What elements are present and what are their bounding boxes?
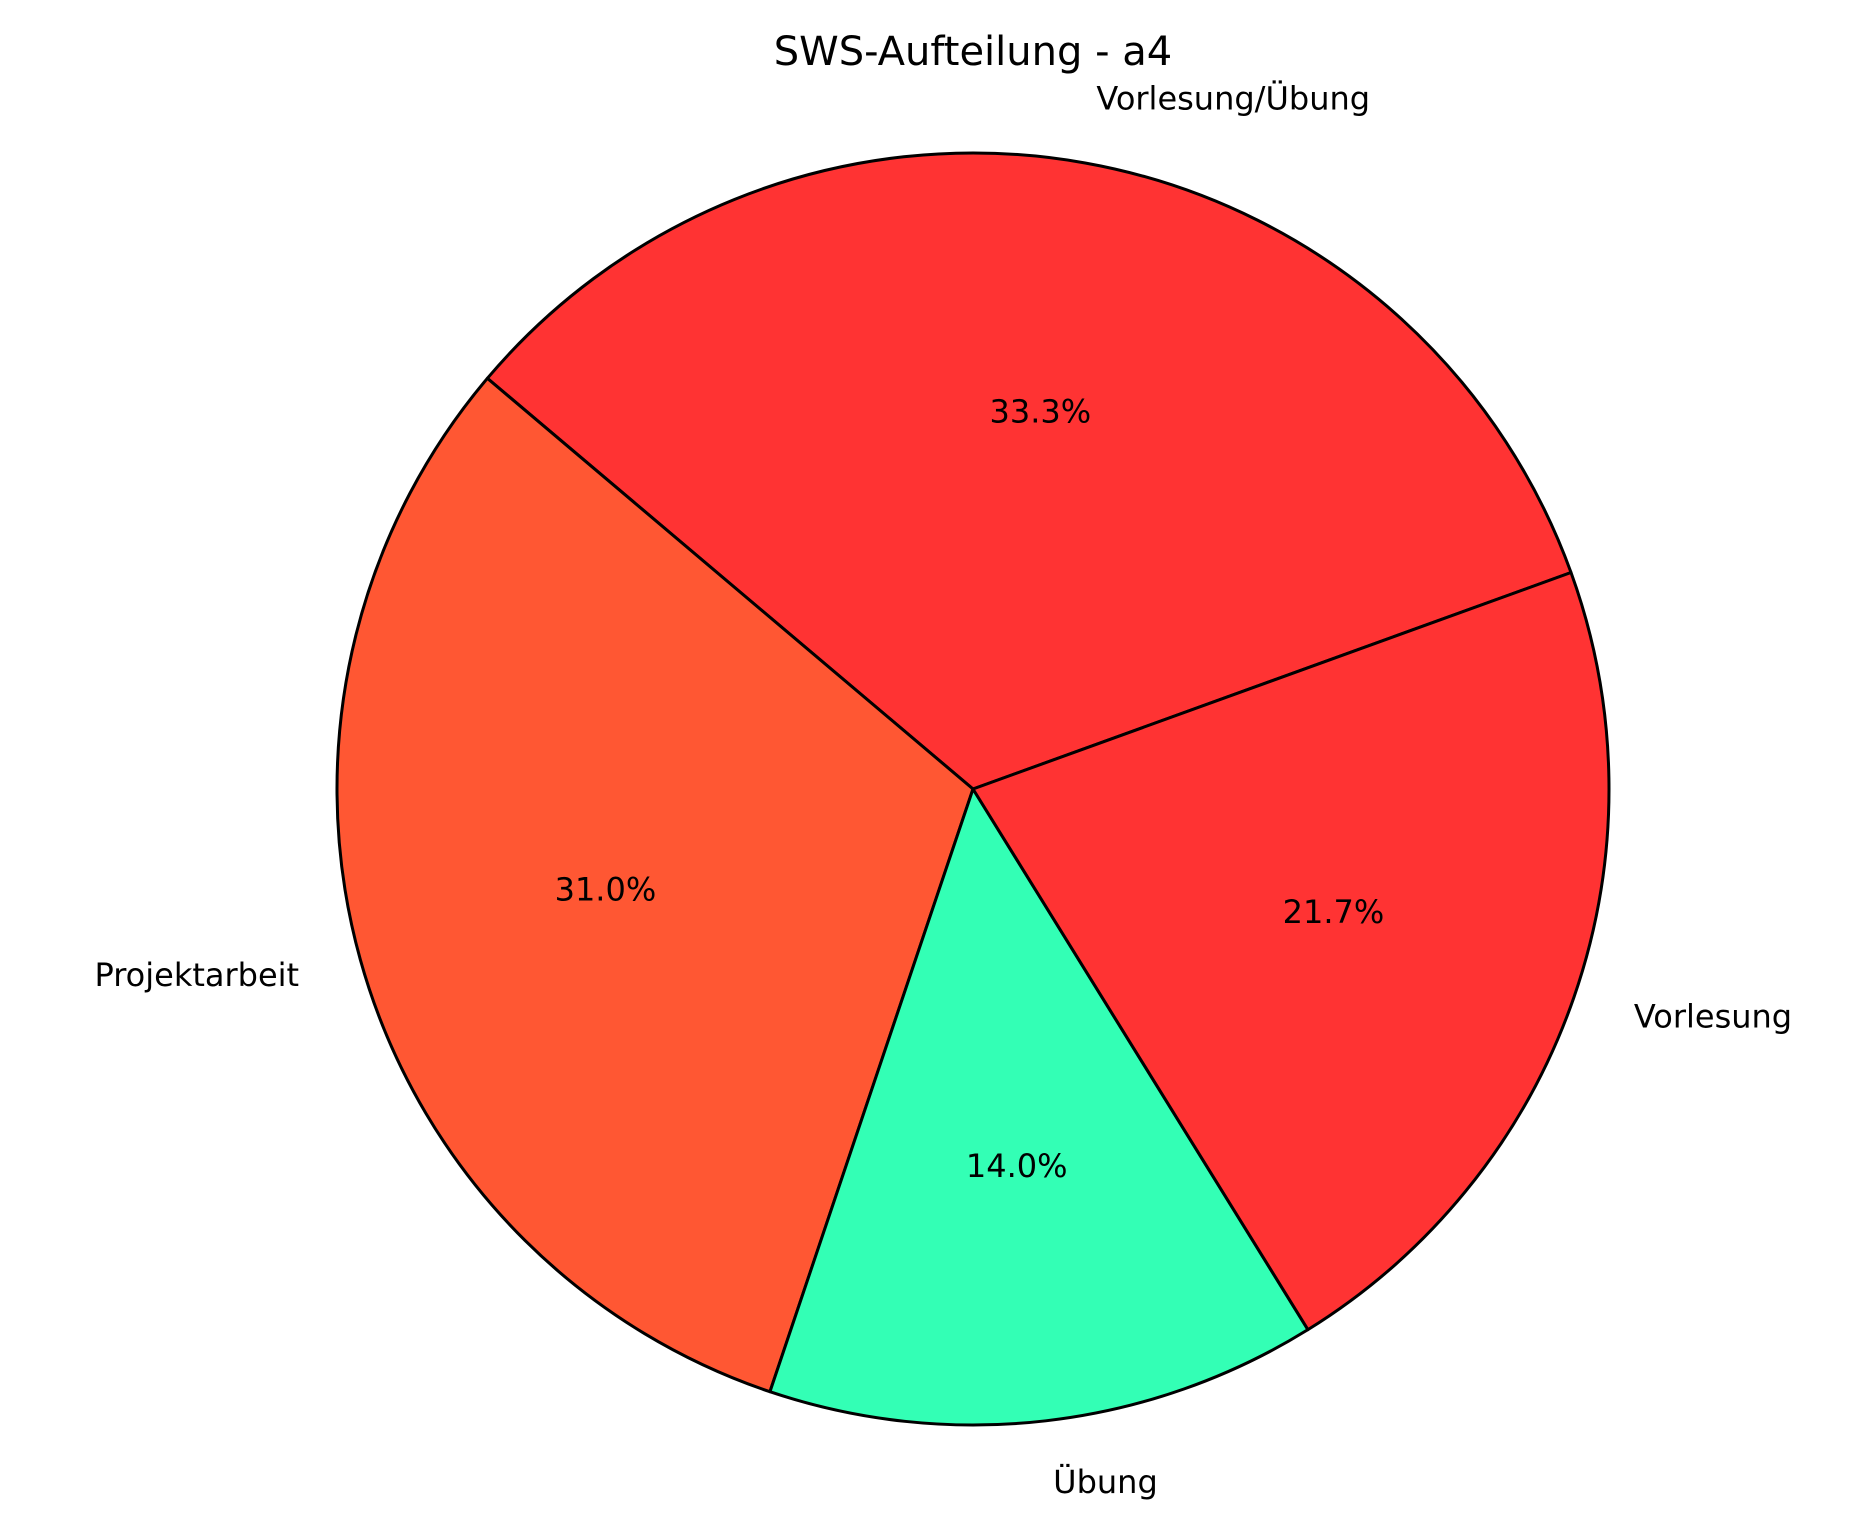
slice-label: Projektarbeit <box>94 956 299 994</box>
percent-label: 14.0% <box>966 1147 1068 1185</box>
chart-title: SWS-Aufteilung - a4 <box>774 29 1172 75</box>
slice-label: Vorlesung/Übung <box>1096 79 1370 117</box>
slice-label: Vorlesung <box>1634 998 1792 1036</box>
percent-label: 33.3% <box>989 392 1091 430</box>
percent-label: 21.7% <box>1283 893 1385 931</box>
pie-slice <box>485 151 1573 791</box>
percent-label: 31.0% <box>555 870 657 908</box>
pie-slice <box>971 571 1611 1332</box>
pie-slice <box>335 376 975 1394</box>
pie-slice <box>768 787 1310 1427</box>
slice-label: Übung <box>1053 1463 1158 1501</box>
